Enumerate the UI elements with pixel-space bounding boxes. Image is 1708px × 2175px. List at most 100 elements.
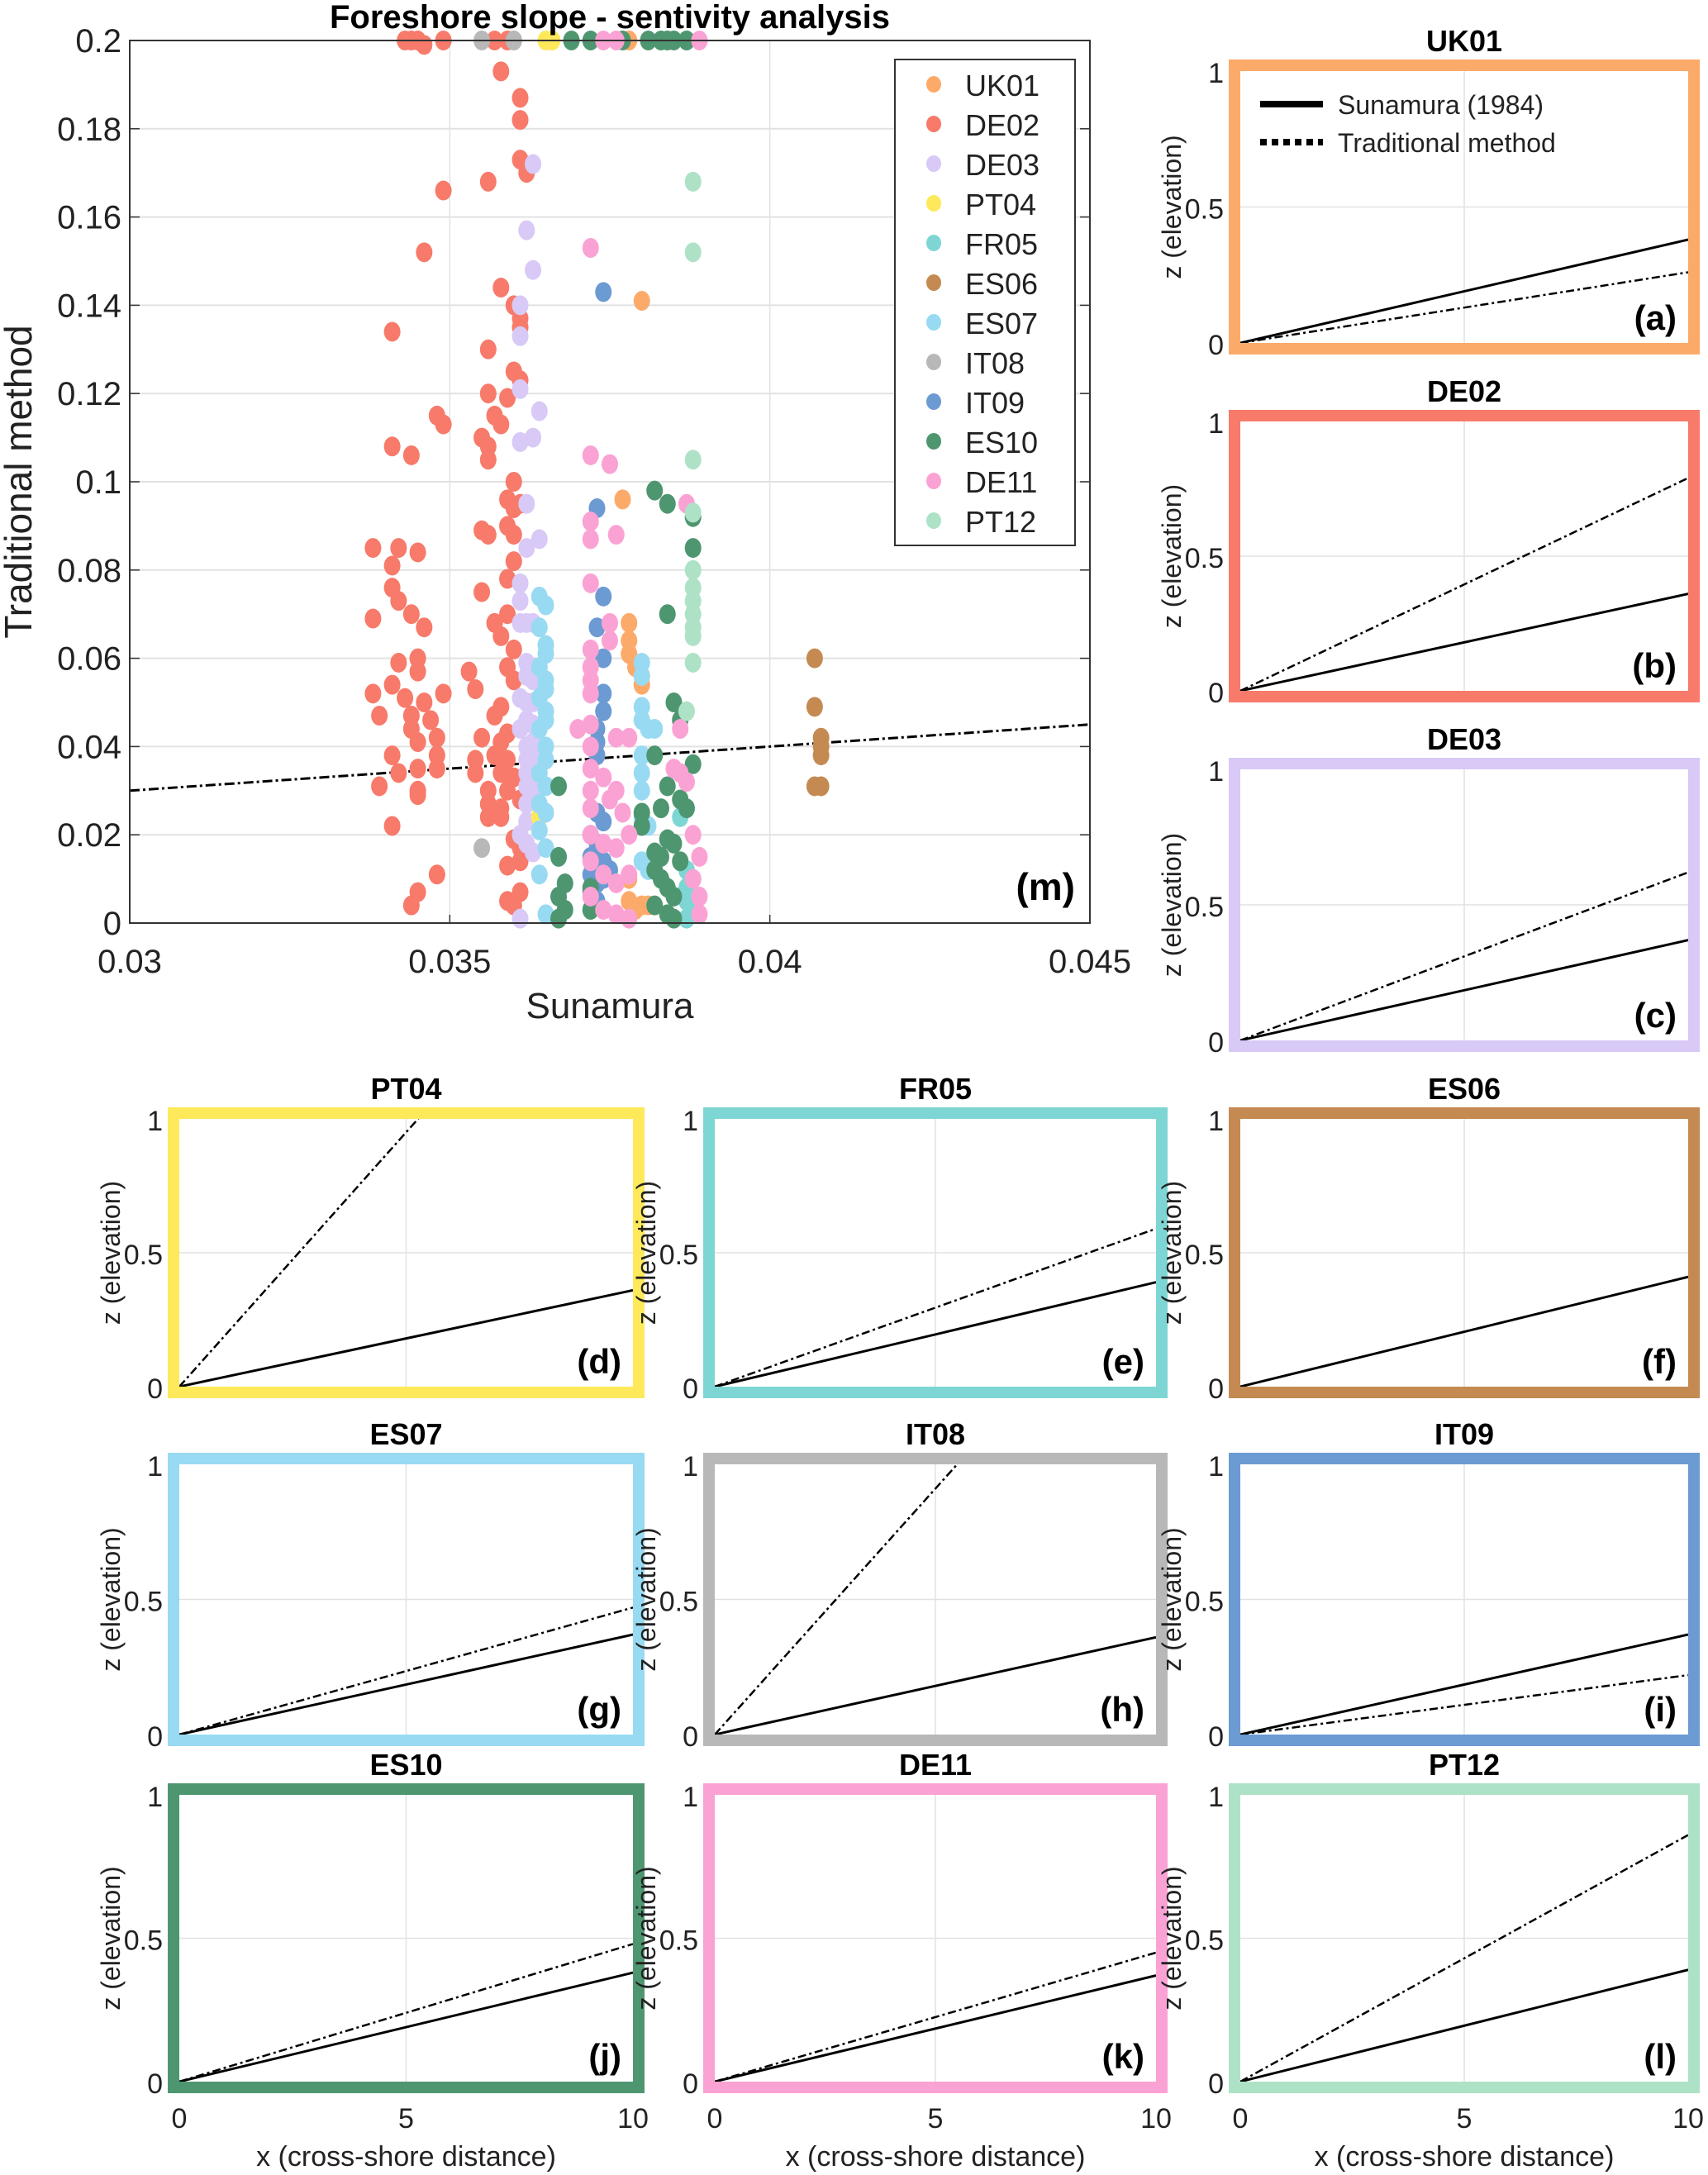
legend-marker-pt12 xyxy=(926,512,941,529)
data-point-de02 xyxy=(409,785,426,806)
data-point-de02 xyxy=(435,414,452,435)
data-point-uk01 xyxy=(633,291,650,312)
data-point-de03 xyxy=(525,427,542,448)
traditional-line xyxy=(1240,1673,1688,1735)
panel-label: (h) xyxy=(1100,1690,1144,1729)
y-tick-label: 1 xyxy=(1208,58,1224,89)
legend-label: DE02 xyxy=(965,108,1040,142)
x-axis-label: x (cross-shore distance) xyxy=(256,2141,556,2173)
data-point-uk01 xyxy=(621,612,638,633)
y-tick-label: 0.5 xyxy=(1185,1925,1224,1957)
data-point-de11 xyxy=(582,529,599,550)
data-point-de02 xyxy=(364,608,382,629)
x-tick-label: 10 xyxy=(1672,2103,1704,2135)
data-point-de02 xyxy=(511,882,529,902)
panel-title: PT12 xyxy=(1429,1748,1500,1782)
data-point-de02 xyxy=(499,569,516,589)
panel-f: ES06 (f) 0 0.5 1 z (elevation) xyxy=(1157,1072,1700,1405)
panel-lines xyxy=(179,1606,633,1735)
data-point-pt12 xyxy=(684,626,702,646)
panel-i: IT09 (i) 0 0.5 1 z (elevation) xyxy=(1157,1417,1700,1753)
data-point-es10 xyxy=(672,851,689,872)
data-point-de11 xyxy=(582,714,599,735)
sunamura-line xyxy=(179,1971,633,2082)
data-point-de02 xyxy=(479,450,497,470)
data-point-es10 xyxy=(659,776,676,797)
data-point-it09 xyxy=(595,811,612,832)
legend-marker-de02 xyxy=(926,116,941,132)
y-tick-label: 0.1 xyxy=(75,464,121,501)
legend-marker-es10 xyxy=(926,433,941,450)
data-point-de11 xyxy=(691,846,708,867)
panel-title: UK01 xyxy=(1426,24,1502,58)
data-point-de02 xyxy=(409,732,426,753)
y-tick-label: 1 xyxy=(147,1451,163,1483)
data-point-de02 xyxy=(364,683,382,704)
y-axis-label: z (elevation) xyxy=(96,1527,126,1671)
data-point-de02 xyxy=(473,727,491,748)
data-point-pt12 xyxy=(684,652,702,673)
data-point-de02 xyxy=(492,697,510,717)
data-point-de02 xyxy=(505,670,522,691)
data-point-de02 xyxy=(422,710,440,731)
data-point-de02 xyxy=(492,414,510,435)
data-point-de03 xyxy=(511,431,529,452)
traditional-line xyxy=(715,1464,959,1735)
data-point-de02 xyxy=(492,61,510,82)
y-tick-label: 0.5 xyxy=(124,1587,163,1618)
data-point-de11 xyxy=(582,512,599,532)
panel-lines xyxy=(1240,1834,1688,2082)
x-tick-label: 5 xyxy=(1457,2103,1472,2135)
data-point-it09 xyxy=(595,701,612,721)
data-point-de02 xyxy=(383,321,401,342)
x-tick-label: 0 xyxy=(707,2103,723,2135)
panel-d: PT04 (d) 0 0.5 1 z (elevation) xyxy=(96,1072,645,1405)
data-point-de02 xyxy=(371,706,388,726)
data-point-de02 xyxy=(409,542,426,563)
data-point-de11 xyxy=(602,454,618,474)
panel-label: (j) xyxy=(588,2037,621,2076)
data-point-de11 xyxy=(582,573,599,593)
y-tick-label: 0.5 xyxy=(659,1240,698,1271)
x-axis-label: x (cross-shore distance) xyxy=(1315,2141,1615,2173)
data-point-de02 xyxy=(467,678,484,699)
x-tick-label: 10 xyxy=(1140,2103,1172,2135)
data-point-de11 xyxy=(595,899,612,920)
legend-label: ES07 xyxy=(965,307,1038,340)
data-point-de03 xyxy=(511,326,529,346)
legend-marker-it08 xyxy=(926,354,941,370)
y-tick-label: 0.5 xyxy=(124,1240,163,1271)
data-point-it09 xyxy=(595,648,612,669)
panel-h: IT08 (h) 0 0.5 1 z (elevation) xyxy=(631,1417,1168,1753)
data-point-de02 xyxy=(428,727,445,748)
x-tick-label: 10 xyxy=(617,2103,649,2135)
data-point-de02 xyxy=(492,763,510,783)
data-point-es06 xyxy=(812,745,830,766)
data-point-es10 xyxy=(665,908,683,929)
data-point-de02 xyxy=(383,436,401,457)
data-point-de11 xyxy=(569,719,587,740)
scatter-plot-m: 0.03 0.035 0.04 0.045 0 0.02 0.04 0.06 0.08 0.1 0.… xyxy=(0,0,1131,1026)
data-point-es10 xyxy=(550,908,568,929)
data-point-de02 xyxy=(479,339,497,359)
y-tick-label: 0 xyxy=(1208,678,1224,709)
legend-label: ES06 xyxy=(965,267,1038,301)
y-axis-label: z (elevation) xyxy=(1157,135,1187,278)
data-point-es06 xyxy=(812,776,830,797)
data-point-de02 xyxy=(499,723,516,744)
data-point-es07 xyxy=(537,904,554,925)
y-tick-label: 0 xyxy=(683,1373,698,1405)
data-point-de02 xyxy=(479,383,497,404)
data-point-de02 xyxy=(499,855,516,876)
data-point-de02 xyxy=(479,807,497,827)
data-point-es10 xyxy=(652,798,669,819)
y-tick-label: 0 xyxy=(103,906,121,942)
data-point-de02 xyxy=(428,759,445,779)
data-point-es07 xyxy=(537,838,554,859)
series-pt12 xyxy=(678,171,702,721)
panel-k: DE11 (k) 0 0.5 1 z (elevation) 0 5 10 x (cross-sh… xyxy=(631,1748,1172,2173)
panel-label: (l) xyxy=(1644,2037,1677,2076)
chart-title: Foreshore slope - sentivity analysis xyxy=(330,0,890,36)
data-point-de02 xyxy=(492,278,510,298)
data-point-de02 xyxy=(383,555,401,576)
